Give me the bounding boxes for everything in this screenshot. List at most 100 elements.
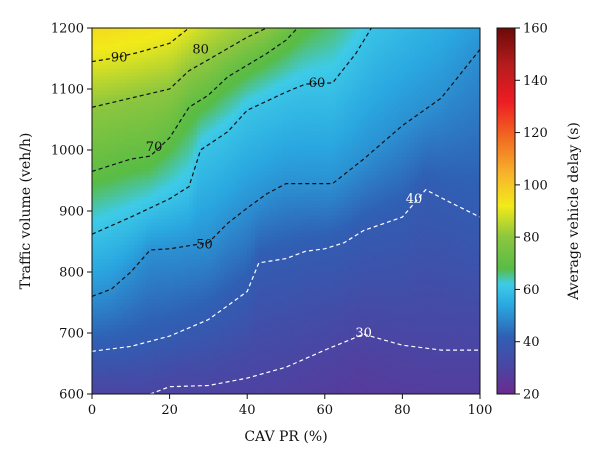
heatmap-cell <box>208 42 213 47</box>
heatmap-cell <box>111 159 116 165</box>
heatmap-cell <box>154 130 159 135</box>
heatmap-cell <box>142 163 147 168</box>
heatmap-cell <box>146 71 151 77</box>
heatmap-cell <box>282 112 287 117</box>
heatmap-cell <box>258 328 264 333</box>
heatmap-cell <box>177 181 182 186</box>
heatmap-cell <box>126 247 132 252</box>
heatmap-cell <box>150 211 155 216</box>
heatmap-cell <box>239 68 244 73</box>
heatmap-cell <box>243 309 248 315</box>
heatmap-cell <box>185 390 190 394</box>
heatmap-cell <box>251 225 256 230</box>
heatmap-cell <box>262 57 268 62</box>
heatmap-cell <box>107 350 112 355</box>
heatmap-cell <box>173 57 178 62</box>
heatmap-cell <box>103 75 109 80</box>
heatmap-cell <box>126 137 132 143</box>
heatmap-cell <box>270 258 275 263</box>
heatmap-cell <box>154 342 159 348</box>
heatmap-cell <box>126 372 132 377</box>
heatmap-cell <box>154 192 159 197</box>
heatmap-cell <box>119 35 124 40</box>
heatmap-cell <box>130 130 136 135</box>
heatmap-cell <box>262 251 268 256</box>
heatmap-cell <box>150 295 155 300</box>
heatmap-cell <box>208 276 213 282</box>
heatmap-cell <box>161 265 167 271</box>
heatmap-cell <box>247 126 252 132</box>
heatmap-cell <box>154 350 159 355</box>
heatmap-cell <box>282 60 287 66</box>
heatmap-cell <box>177 320 182 326</box>
heatmap-cell <box>189 328 194 333</box>
heatmap-cell <box>196 115 202 121</box>
heatmap-cell <box>181 38 186 44</box>
heatmap-cell <box>150 174 155 179</box>
heatmap-cell <box>126 49 132 55</box>
heatmap-cell <box>278 317 283 322</box>
heatmap-cell <box>95 375 101 380</box>
heatmap-cell <box>235 79 241 84</box>
heatmap-cell <box>247 383 252 388</box>
heatmap-cell <box>173 82 178 88</box>
heatmap-cell <box>134 53 140 58</box>
heatmap-cell <box>220 211 225 216</box>
heatmap-cell <box>204 214 209 219</box>
heatmap-cell <box>111 60 116 66</box>
heatmap-cell <box>200 383 206 388</box>
heatmap-cell <box>270 243 275 249</box>
heatmap-cell <box>247 262 252 267</box>
heatmap-cell <box>146 328 151 333</box>
heatmap-cell <box>258 57 264 62</box>
heatmap-cell <box>146 324 151 329</box>
heatmap-cell <box>270 163 275 168</box>
heatmap-cell <box>126 134 132 139</box>
heatmap-cell <box>243 302 248 307</box>
heatmap-cell <box>200 375 206 380</box>
heatmap-cell <box>196 229 202 234</box>
heatmap-cell <box>177 254 182 260</box>
heatmap-cell <box>278 203 283 208</box>
heatmap-cell <box>278 189 283 194</box>
heatmap-cell <box>150 214 155 219</box>
heatmap-cell <box>200 346 206 351</box>
heatmap-cell <box>103 284 109 289</box>
heatmap-cell <box>169 196 175 201</box>
heatmap-cell <box>115 68 120 73</box>
heatmap-cell <box>243 364 248 369</box>
heatmap-cell <box>278 134 283 139</box>
heatmap-cell <box>247 236 252 241</box>
heatmap-cell <box>126 60 132 66</box>
heatmap-cell <box>227 86 233 91</box>
heatmap-cell <box>266 309 272 315</box>
heatmap-cell <box>161 68 167 73</box>
heatmap-cell <box>185 119 190 124</box>
heatmap-cell <box>181 229 186 234</box>
heatmap-cell <box>192 170 198 175</box>
heatmap-cell <box>169 53 175 58</box>
heatmap-cell <box>154 390 159 394</box>
heatmap-cell <box>254 357 260 362</box>
heatmap-cell <box>196 71 202 77</box>
heatmap-cell <box>130 276 136 282</box>
heatmap-cell <box>258 126 264 132</box>
heatmap-cell <box>185 53 190 58</box>
heatmap-cell <box>119 152 124 157</box>
heatmap-cell <box>142 313 147 318</box>
heatmap-cell <box>95 236 101 241</box>
heatmap-cell <box>231 364 237 369</box>
heatmap-cell <box>239 353 244 358</box>
heatmap-cell <box>126 342 132 348</box>
heatmap-cell <box>223 42 229 47</box>
heatmap-cell <box>266 350 272 355</box>
heatmap-cell <box>270 364 275 369</box>
heatmap-cell <box>115 273 120 278</box>
heatmap-cell <box>111 119 116 124</box>
heatmap-cell <box>254 152 260 157</box>
heatmap-cell <box>204 386 209 391</box>
heatmap-cell <box>123 35 128 40</box>
heatmap-cell <box>111 130 116 135</box>
heatmap-cell <box>173 60 178 66</box>
heatmap-cell <box>119 123 124 128</box>
